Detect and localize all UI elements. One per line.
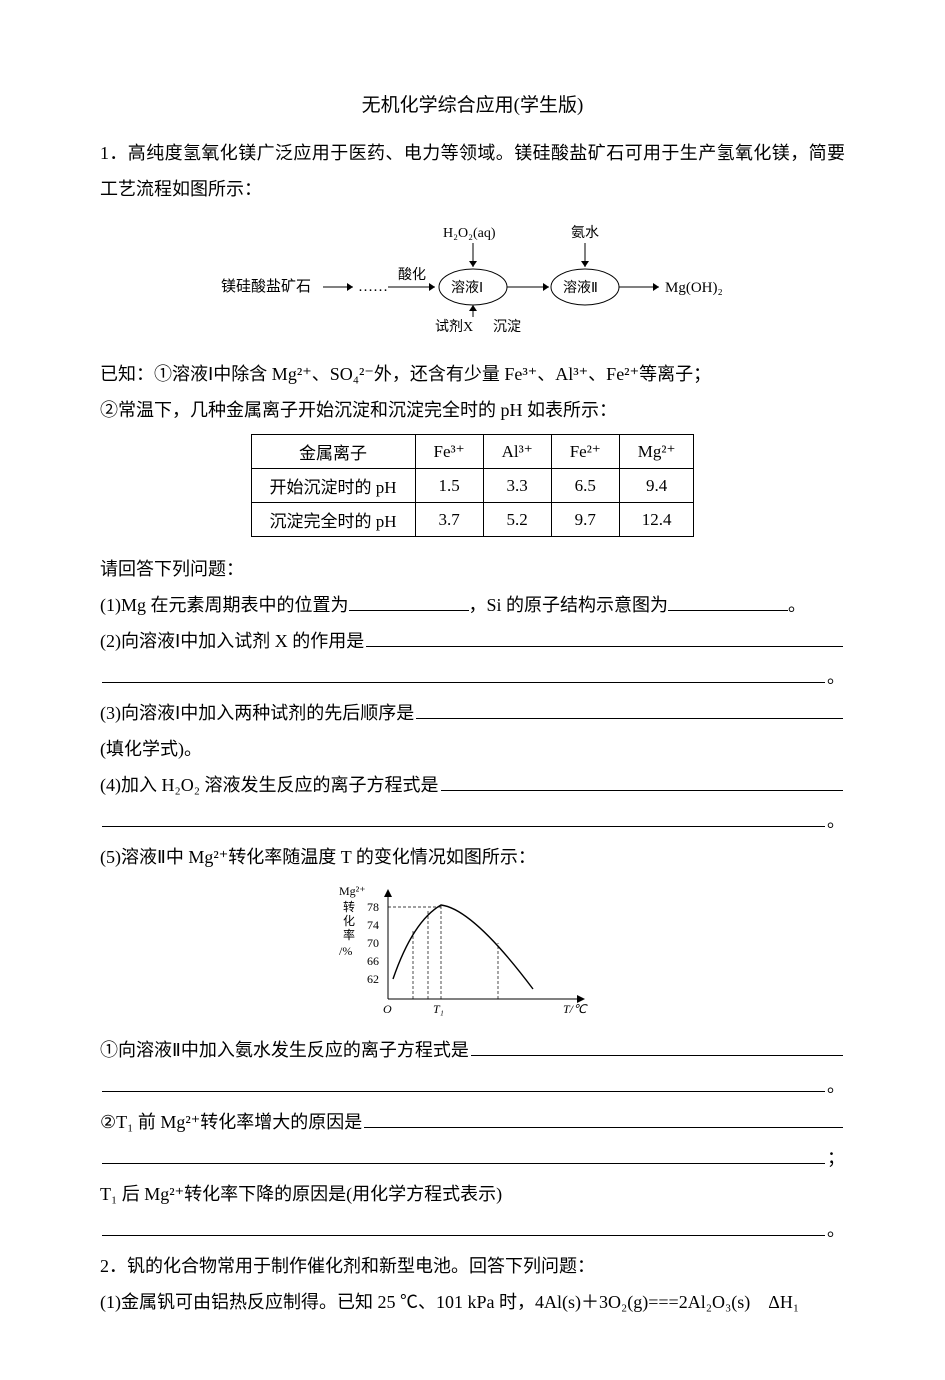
th-fe2: Fe²⁺ [551,435,619,469]
blank[interactable] [102,806,825,827]
blank[interactable] [102,1143,825,1164]
flow-start: 镁硅酸盐矿石 [221,278,311,295]
q1-p5-2b-line: 。 [100,1212,845,1248]
q1-p1: (1)Mg 在元素周期表中的位置为 ，Si 的原子结构示意图为 。 [100,587,845,623]
period: 。 [827,803,845,839]
ytick: 78 [367,900,379,914]
flow-precip: 沉淀 [493,319,521,335]
ytick: 66 [367,954,379,968]
q1-p3: (3)向溶液Ⅰ中加入两种试剂的先后顺序是 [100,695,414,731]
cell: 9.7 [551,503,619,537]
flow-dots: …… [358,279,388,295]
q1-p5-2a-line1: ②T₁ 前 Mg²⁺转化率增大的原因是 [100,1104,845,1140]
cell: 9.4 [619,469,694,503]
q1-p5-2a-line2: ； [100,1140,845,1176]
flow-h2o2: H₂O₂(aq) [443,226,496,241]
q1-p4: (4)加入 H₂O₂ 溶液发生反应的离子方程式是 [100,767,439,803]
cell: 5.2 [483,503,551,537]
cell: 12.4 [619,503,694,537]
q1-p1c: 。 [788,595,806,615]
blank[interactable] [471,1035,843,1056]
blank[interactable] [668,588,788,611]
th-ion: 金属离子 [251,435,415,469]
blank[interactable] [102,662,825,683]
xlabel-O: O [383,1002,392,1016]
q1-p5-1-line1: ①向溶液Ⅱ中加入氨水发生反应的离子方程式是 [100,1032,845,1068]
table-row: 沉淀完全时的 pH 3.7 5.2 9.7 12.4 [251,503,694,537]
flow-sol2: 溶液Ⅱ [563,280,598,296]
q1-p2-line2: 。 [100,659,845,695]
q1-p3-note: (填化学式)。 [100,731,845,767]
flow-acidify: 酸化 [398,267,426,283]
period: 。 [827,1068,845,1104]
blank[interactable] [441,770,843,791]
ion-ph-table: 金属离子 Fe³⁺ Al³⁺ Fe²⁺ Mg²⁺ 开始沉淀时的 pH 1.5 3… [251,434,695,537]
q2-p1: (1)金属钒可由铝热反应制得。已知 25 ℃、101 kPa 时，4Al(s)＋… [100,1284,845,1320]
q1-p5-1: ①向溶液Ⅱ中加入氨水发生反应的离子方程式是 [100,1032,469,1068]
q1-p4-line2: 。 [100,803,845,839]
answer-prompt: 请回答下列问题： [100,551,845,587]
th-mg2: Mg²⁺ [619,435,694,469]
q2-intro: 2．钒的化合物常用于制作催化剂和新型电池。回答下列问题： [100,1248,845,1284]
q1-known1: 已知：①溶液Ⅰ中除含 Mg²⁺、SO₄²⁻外，还含有少量 Fe³⁺、Al³⁺、F… [100,356,845,392]
flow-product: Mg(OH)₂ [665,280,723,296]
ylabel1: 转 [343,899,355,914]
semicolon: ； [827,1140,845,1176]
page-title: 无机化学综合应用(学生版) [100,90,845,117]
conversion-curve: Mg²⁺ 转 化 率 /% 78 74 70 66 62 [100,881,845,1026]
ylabel-pct: /% [339,944,352,958]
row1-label: 开始沉淀时的 pH [251,469,415,503]
q1-p3-line: (3)向溶液Ⅰ中加入两种试剂的先后顺序是 [100,695,845,731]
q1-p5-1-line2: 。 [100,1068,845,1104]
ytick: 74 [367,918,379,932]
ylabel3: 率 [343,927,355,942]
flow-ammonia: 氨水 [571,225,599,241]
blank[interactable] [416,698,843,719]
q1-flowchart: 镁硅酸盐矿石 …… 酸化 溶液Ⅰ H₂O₂(aq) 试剂X [100,217,845,342]
q1-p5-intro: (5)溶液Ⅱ中 Mg²⁺转化率随温度 T 的变化情况如图所示： [100,839,845,875]
period: 。 [827,659,845,695]
blank[interactable] [349,588,469,611]
flow-reagentx: 试剂X [435,319,473,335]
period: 。 [827,1212,845,1248]
q1-p4-line1: (4)加入 H₂O₂ 溶液发生反应的离子方程式是 [100,767,845,803]
xlabel-T1: T₁ [433,1002,444,1016]
row2-label: 沉淀完全时的 pH [251,503,415,537]
ytick: 70 [367,936,379,950]
q1-p1b: ，Si 的原子结构示意图为 [469,595,669,615]
blank[interactable] [102,1071,825,1092]
th-al3: Al³⁺ [483,435,551,469]
th-fe3: Fe³⁺ [415,435,483,469]
blank[interactable] [366,626,843,647]
ylabel2: 化 [343,914,355,928]
q1-p2-line1: (2)向溶液Ⅰ中加入试剂 X 的作用是 [100,623,845,659]
cell: 3.3 [483,469,551,503]
q1-p2: (2)向溶液Ⅰ中加入试剂 X 的作用是 [100,623,364,659]
blank[interactable] [102,1215,825,1236]
cell: 3.7 [415,503,483,537]
ylabel-mg: Mg²⁺ [339,884,366,898]
cell: 6.5 [551,469,619,503]
cell: 1.5 [415,469,483,503]
q1-p5-2a: ②T₁ 前 Mg²⁺转化率增大的原因是 [100,1104,362,1140]
q1-known2: ②常温下，几种金属离子开始沉淀和沉淀完全时的 pH 如表所示： [100,392,845,428]
q1-p1a: (1)Mg 在元素周期表中的位置为 [100,595,349,615]
blank[interactable] [364,1107,843,1128]
q1-p5-2b: T₁ 后 Mg²⁺转化率下降的原因是(用化学方程式表示) [100,1176,845,1212]
table-row: 金属离子 Fe³⁺ Al³⁺ Fe²⁺ Mg²⁺ [251,435,694,469]
table-row: 开始沉淀时的 pH 1.5 3.3 6.5 9.4 [251,469,694,503]
flow-sol1: 溶液Ⅰ [451,280,483,296]
q1-intro: 1．高纯度氢氧化镁广泛应用于医药、电力等领域。镁硅酸盐矿石可用于生产氢氧化镁，简… [100,135,845,207]
xlabel-T: T/℃ [563,1002,588,1016]
ytick: 62 [367,972,379,986]
